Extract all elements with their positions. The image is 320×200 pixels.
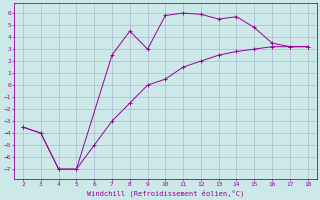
X-axis label: Windchill (Refroidissement éolien,°C): Windchill (Refroidissement éolien,°C) bbox=[87, 189, 244, 197]
